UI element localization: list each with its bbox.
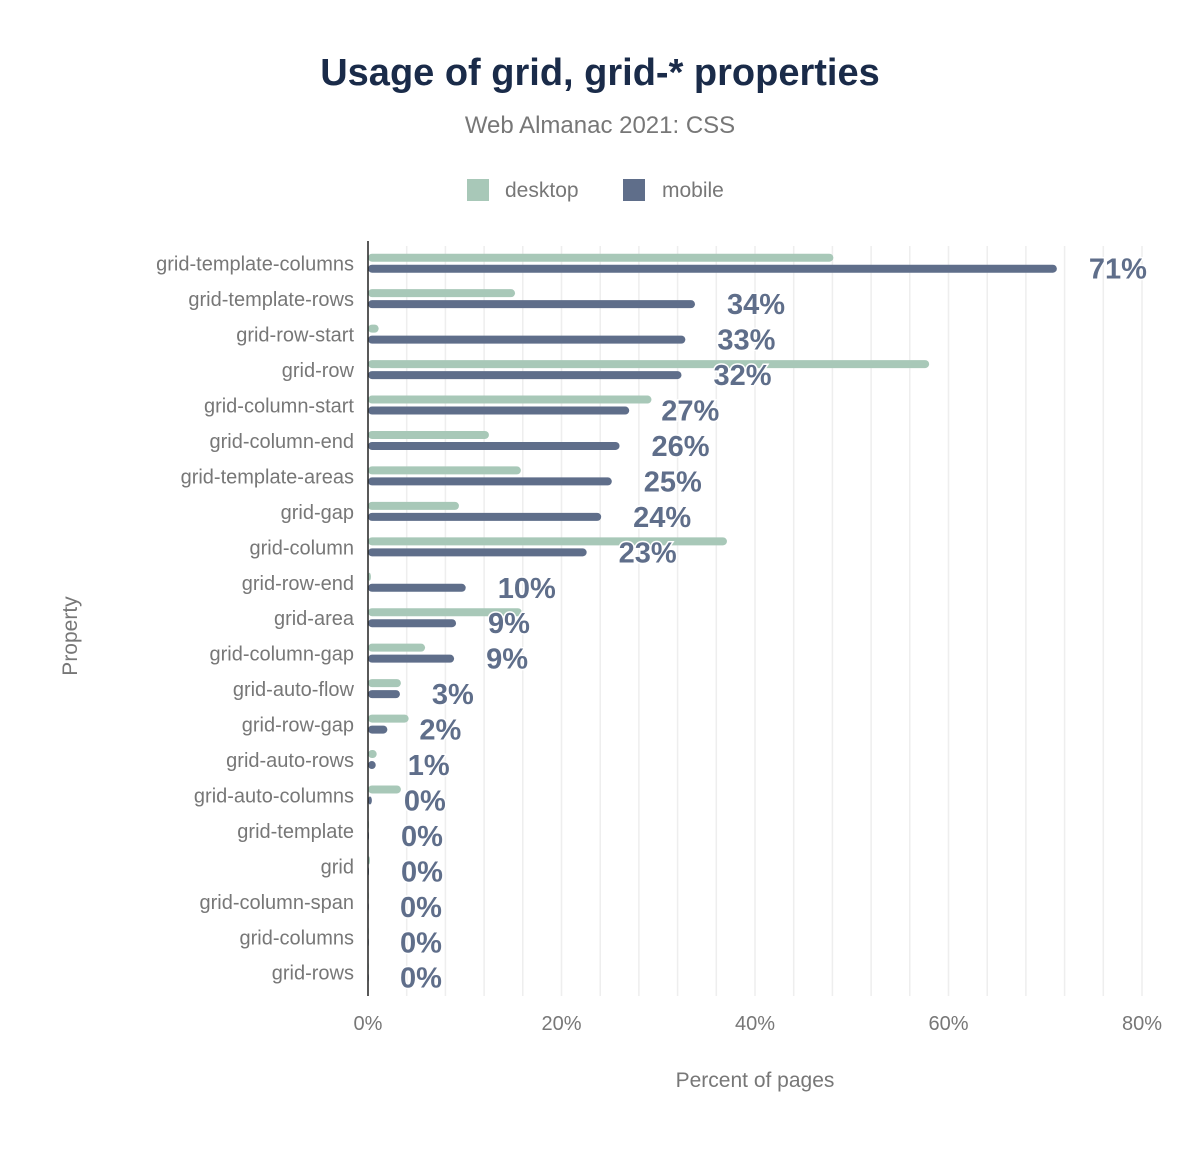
data-label: 32%: [713, 360, 771, 392]
y-tick-label: grid-auto-rows: [226, 750, 354, 772]
data-label: 26%: [652, 431, 710, 463]
legend-label-mobile: mobile: [662, 179, 724, 202]
y-tick-label: grid-column-end: [209, 431, 354, 453]
data-label: 24%: [633, 502, 691, 534]
bar-desktop: [368, 643, 426, 652]
y-tick-label: grid-row: [282, 360, 355, 382]
x-tick-label: 80%: [1122, 1013, 1162, 1035]
data-label: 33%: [717, 325, 775, 357]
bar-mobile: [368, 477, 612, 486]
bar-mobile: [368, 548, 587, 557]
bar-mobile: [368, 796, 372, 805]
bar-mobile: [368, 371, 682, 380]
y-tick-label: grid-column-span: [199, 892, 354, 914]
bar-desktop: [368, 785, 401, 794]
bar-desktop: [368, 714, 409, 723]
y-tick-label: grid-row-gap: [242, 715, 354, 737]
bar-mobile: [368, 725, 388, 734]
y-tick-label: grid-column-gap: [209, 644, 354, 666]
y-tick-label: grid-template-areas: [181, 466, 354, 488]
chart-title: Usage of grid, grid-* properties: [320, 52, 880, 94]
y-tick-label: grid-row-end: [242, 573, 354, 595]
bar-mobile: [368, 654, 455, 663]
bar-mobile: [368, 583, 466, 592]
data-label: 0%: [400, 963, 442, 995]
y-tick-label: grid-gap: [281, 502, 354, 524]
data-label: 23%: [619, 537, 677, 569]
data-label: 27%: [661, 396, 719, 428]
bar-desktop: [368, 430, 489, 439]
bar-desktop: [368, 289, 516, 298]
chart-subtitle: Web Almanac 2021: CSS: [464, 112, 736, 139]
x-tick-label: 20%: [541, 1013, 581, 1035]
x-tick-label: 60%: [928, 1013, 968, 1035]
y-tick-label: grid-column-start: [204, 396, 354, 418]
y-tick-label: grid-auto-columns: [194, 785, 354, 807]
data-label: 3%: [432, 679, 474, 711]
data-label: 9%: [488, 608, 530, 640]
bar-desktop: [368, 501, 459, 510]
y-tick-label: grid-template: [237, 821, 354, 843]
bar-mobile: [368, 690, 400, 699]
bar-desktop: [368, 679, 401, 688]
data-label: 71%: [1089, 254, 1147, 286]
y-tick-label: grid-row-start: [236, 325, 354, 347]
bar-mobile: [368, 264, 1057, 273]
bar-mobile: [368, 512, 602, 521]
bar-desktop: [368, 608, 522, 617]
bar-mobile: [368, 406, 630, 415]
y-tick-label: grid: [321, 856, 354, 878]
bar-desktop: [368, 253, 834, 262]
y-tick-label: grid-auto-flow: [233, 679, 355, 701]
y-tick-label: grid-area: [274, 608, 355, 630]
bar-mobile: [368, 335, 686, 344]
x-tick-label: 40%: [735, 1013, 775, 1035]
bar-desktop: [368, 395, 652, 404]
data-label: 10%: [498, 573, 556, 605]
data-label: 0%: [400, 892, 442, 924]
y-tick-label: grid-rows: [272, 963, 354, 985]
data-label: 0%: [400, 927, 442, 959]
bar-mobile: [368, 441, 620, 450]
x-tick-label: 0%: [354, 1013, 383, 1035]
bar-mobile: [368, 619, 457, 628]
bar-desktop: [368, 537, 727, 546]
x-axis-label: Percent of pages: [676, 1069, 835, 1092]
data-label: 9%: [486, 644, 528, 676]
y-tick-label: grid-columns: [240, 927, 354, 949]
data-label: 0%: [401, 856, 443, 888]
data-label: 0%: [401, 821, 443, 853]
legend-swatch-desktop: [467, 179, 489, 201]
bar-desktop: [368, 324, 379, 333]
bar-mobile: [368, 300, 696, 309]
y-tick-label: grid-template-columns: [156, 254, 354, 276]
data-label: 0%: [404, 785, 446, 817]
data-label: 1%: [408, 750, 450, 782]
bar-desktop: [368, 360, 930, 369]
legend-label-desktop: desktop: [505, 179, 579, 202]
bar-desktop: [368, 750, 377, 759]
data-label: 34%: [727, 289, 785, 321]
data-label: 25%: [644, 466, 702, 498]
legend-swatch-mobile: [623, 179, 645, 201]
y-tick-label: grid-template-rows: [188, 289, 354, 311]
data-label: 2%: [419, 715, 461, 747]
bar-desktop: [368, 466, 521, 475]
y-axis-label: Property: [59, 596, 82, 676]
bar-mobile: [368, 761, 376, 770]
y-tick-label: grid-column: [250, 537, 354, 559]
